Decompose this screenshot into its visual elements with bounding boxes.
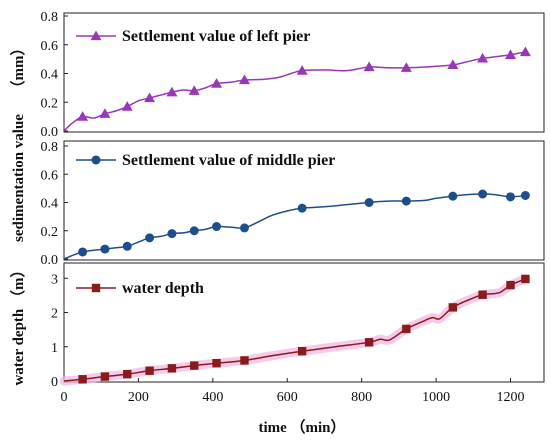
data-point-marker xyxy=(448,303,458,312)
data-point-marker xyxy=(166,86,178,97)
x-tick-label: 800 xyxy=(351,390,372,405)
data-point-marker xyxy=(77,111,89,121)
y-tick-label: 0.2 xyxy=(41,225,59,240)
x-tick-label: 1200 xyxy=(497,390,525,405)
y-tick-label: 0.2 xyxy=(41,96,59,111)
data-point-marker xyxy=(188,85,200,95)
y-tick-label: 0.4 xyxy=(41,197,59,212)
x-tick-label: 200 xyxy=(128,390,149,405)
data-point-marker xyxy=(78,375,87,384)
panel-2: 0.0 0.2 0.4 0.6 0.8 Settlement value of middl… xyxy=(41,140,545,268)
data-point-marker xyxy=(212,358,221,368)
data-point-marker xyxy=(122,241,132,251)
y-tick-label: 1 xyxy=(51,341,58,356)
chart-panels: 0.0 0.2 0.4 0.6 0.8 Settlement value of left … xyxy=(41,10,545,405)
data-point-marker xyxy=(477,52,489,63)
data-point-marker xyxy=(100,372,110,381)
panel-1: 0.0 0.2 0.4 0.6 0.8 Settlement value of left … xyxy=(41,10,545,140)
legend: water depth xyxy=(76,280,204,297)
data-point-marker xyxy=(190,361,199,370)
y-tick-label: 0.4 xyxy=(41,68,59,83)
data-point-marker xyxy=(363,61,375,72)
legend-label: water depth xyxy=(122,280,204,297)
y-tick-label: 0.8 xyxy=(41,10,59,25)
x-tick-label: 1000 xyxy=(422,390,450,405)
data-point-marker xyxy=(520,190,530,200)
data-point-marker xyxy=(297,203,307,213)
panel-frame xyxy=(63,12,545,133)
data-point-marker xyxy=(364,338,374,347)
panel-2-y-axis-label: sedimentation value xyxy=(11,114,27,242)
data-point-marker xyxy=(144,92,156,103)
data-point-marker xyxy=(99,108,111,118)
legend-label: Settlement value of left pier xyxy=(122,28,310,45)
legend-label: Settlement value of middle pier xyxy=(122,152,335,169)
series-line xyxy=(63,193,526,260)
data-point-marker xyxy=(448,191,458,201)
panel-frame xyxy=(63,140,545,261)
data-point-marker xyxy=(121,101,133,111)
y-tick-label: 0 xyxy=(51,375,58,390)
panel-3-y-axis-label: water depth （m） xyxy=(9,262,27,385)
data-point-marker xyxy=(400,62,412,72)
data-point-marker xyxy=(296,65,308,75)
legend: Settlement value of middle pier xyxy=(76,152,335,169)
data-point-marker xyxy=(401,196,411,206)
data-point-marker xyxy=(167,364,177,373)
data-point-marker xyxy=(506,192,516,202)
data-point-marker xyxy=(145,233,155,243)
data-point-marker xyxy=(478,189,488,199)
data-point-marker xyxy=(78,247,88,257)
data-point-marker xyxy=(189,226,199,236)
panel-3: 0 1 2 3 0 200 400 600 800 1000 1200 water depth xyxy=(51,262,545,405)
x-axis-label: time （min） xyxy=(258,418,345,436)
data-point-marker xyxy=(100,244,110,254)
data-point-marker xyxy=(364,198,374,207)
data-point-marker xyxy=(506,280,515,290)
y-tick-label: 3 xyxy=(51,272,58,287)
y-tick-label: 0.8 xyxy=(41,140,59,155)
y-tick-label: 0.0 xyxy=(41,253,59,268)
data-point-marker xyxy=(505,49,517,59)
data-point-marker xyxy=(145,366,154,375)
x-tick-label: 0 xyxy=(61,390,68,405)
series-line xyxy=(63,51,526,132)
data-point-marker xyxy=(297,347,307,356)
y-tick-label: 2 xyxy=(51,307,58,322)
data-point-marker xyxy=(521,274,530,284)
panel-frame xyxy=(63,262,545,383)
y-tick-label: 0.6 xyxy=(41,168,59,183)
data-point-marker xyxy=(211,78,223,88)
x-tick-label: 600 xyxy=(277,390,298,405)
data-point-marker xyxy=(519,46,531,57)
data-point-marker xyxy=(238,74,250,85)
legend-marker xyxy=(91,155,101,165)
data-point-marker xyxy=(239,223,249,233)
legend-marker xyxy=(90,30,102,41)
y-tick-label: 0.6 xyxy=(41,39,59,54)
data-point-marker xyxy=(123,369,132,379)
x-tick-label: 400 xyxy=(202,390,223,405)
figure-labels: （mm） sedimentation value water depth （m）… xyxy=(9,41,346,437)
legend: Settlement value of left pier xyxy=(76,28,310,45)
y-tick-label: 0.0 xyxy=(41,125,59,140)
data-point-marker xyxy=(478,290,487,299)
legend-marker xyxy=(91,283,101,293)
data-point-marker xyxy=(167,229,177,239)
panel-1-y-axis-label: （mm） xyxy=(9,41,27,96)
data-point-marker xyxy=(447,59,459,69)
data-point-marker xyxy=(402,324,411,334)
data-point-marker xyxy=(240,356,249,365)
data-point-marker xyxy=(212,222,222,232)
